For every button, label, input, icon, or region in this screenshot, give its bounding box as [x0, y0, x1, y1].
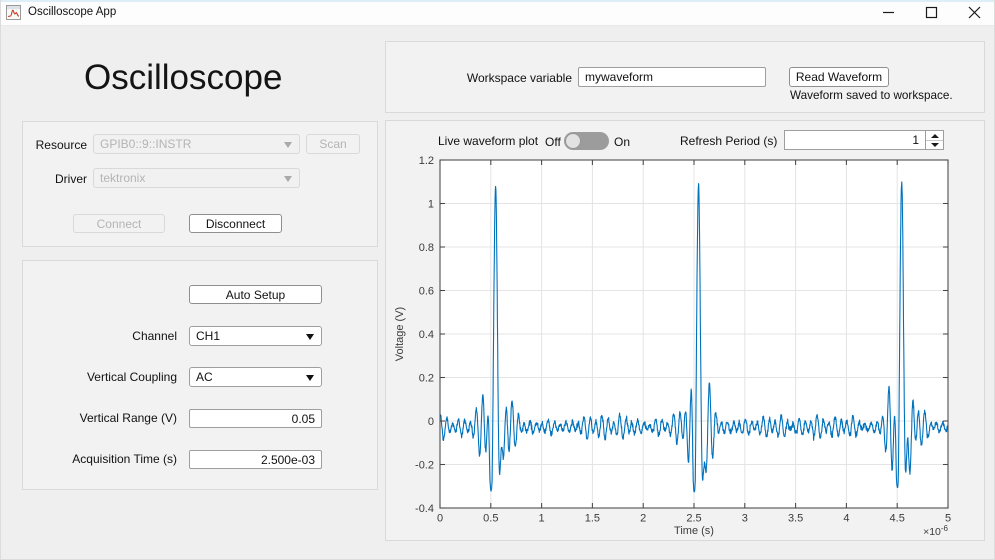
svg-text:4: 4 — [843, 513, 849, 525]
svg-text:Time (s): Time (s) — [674, 525, 714, 537]
svg-text:Voltage (V): Voltage (V) — [394, 307, 406, 361]
svg-text:1.2: 1.2 — [419, 155, 434, 167]
svg-text:1: 1 — [539, 513, 545, 525]
svg-text:2.5: 2.5 — [686, 513, 701, 525]
svg-text:3.5: 3.5 — [788, 513, 803, 525]
svg-text:0.8: 0.8 — [419, 242, 434, 254]
svg-text:0.5: 0.5 — [483, 513, 498, 525]
svg-text:4.5: 4.5 — [890, 513, 905, 525]
svg-text:1.5: 1.5 — [585, 513, 600, 525]
svg-text:0.6: 0.6 — [419, 286, 434, 298]
svg-text:0.4: 0.4 — [419, 329, 434, 341]
svg-text:-0.4: -0.4 — [415, 503, 434, 515]
svg-text:5: 5 — [945, 513, 951, 525]
svg-text:0.2: 0.2 — [419, 373, 434, 385]
svg-text:3: 3 — [742, 513, 748, 525]
svg-text:1: 1 — [428, 199, 434, 211]
svg-text:0: 0 — [428, 416, 434, 428]
svg-text:0: 0 — [437, 513, 443, 525]
svg-text:×10-6: ×10-6 — [923, 524, 948, 538]
svg-text:-0.2: -0.2 — [415, 460, 434, 472]
svg-text:2: 2 — [640, 513, 646, 525]
